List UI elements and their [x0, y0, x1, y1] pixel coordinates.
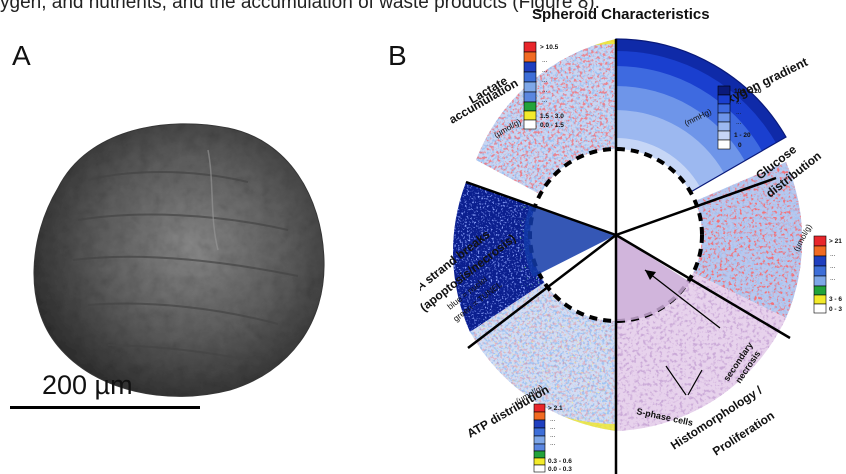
figure-title: Spheroid Characteristics [532, 6, 710, 23]
legend-oxygen-dots-1: ... [736, 99, 742, 106]
panel-b-label: B [388, 40, 407, 71]
legend-lactate-dots-1: ... [542, 57, 548, 64]
spheroid-diagram: Oxygen gradient (mmHg) Lactate accumulat… [420, 38, 842, 474]
legend-atp-dots-2: ... [550, 424, 556, 431]
legend-lactate: > 10.5 ... ... ... ... ... 1.5 - 3.0 0.0… [523, 41, 564, 130]
legend-atp-dots-1: ... [550, 416, 556, 423]
legend-glucose-dots-3: ... [830, 275, 836, 282]
legend-oxygen-low: 1 - 20 [734, 132, 751, 139]
legend-lactate-dots-2: ... [542, 67, 548, 74]
scale-bar [10, 406, 200, 409]
legend-lactate-dots-3: ... [542, 77, 548, 84]
legend-lactate-mid: 1.5 - 3.0 [540, 113, 564, 120]
legend-lactate-dots-4: ... [542, 87, 548, 94]
legend-glucose-dots-2: ... [830, 263, 836, 270]
necrosis-arrow [644, 269, 721, 329]
panel-a-label: A [12, 40, 31, 71]
legend-oxygen-top: 101 - 120 [734, 88, 762, 95]
sphase-arrow-1 [665, 365, 687, 396]
legend-lactate-dots-5: ... [542, 97, 548, 104]
sector-dividers [465, 39, 791, 474]
legend-atp-dots-4: ... [550, 440, 556, 447]
legend-lactate-low: 0.0 - 1.5 [540, 122, 564, 129]
legend-oxygen-zero: 0 [738, 142, 742, 149]
legend-atp: > 2.1 ... ... ... ... 0.3 - 0.6 0.0 - 0.… [533, 403, 572, 473]
legend-glucose-dots-1: ... [830, 251, 836, 258]
legend-atp-mid: 0.3 - 0.6 [548, 458, 572, 465]
spheroid-sem-image [33, 123, 325, 397]
legend-oxygen-dots-3: ... [736, 119, 742, 126]
legend-glucose-mid: 3 - 6 [829, 296, 842, 303]
legend-glucose-top: > 21 [829, 238, 842, 245]
legend-atp-low: 0.0 - 0.3 [548, 466, 572, 473]
legend-atp-dots-3: ... [550, 432, 556, 439]
legend-oxygen-dots-2: ... [736, 109, 742, 116]
legend-atp-top: > 2.1 [548, 405, 563, 412]
legend-lactate-top: > 10.5 [540, 44, 559, 51]
scale-bar-label: 200 µm [42, 370, 133, 400]
legend-glucose-low: 0 - 3 [829, 306, 842, 313]
legend-glucose: > 21 ... ... ... 3 - 6 0 - 3 [813, 235, 842, 314]
sphase-arrow-2 [687, 369, 703, 396]
caption-fragment: ygen, and nutrients, and the accumulatio… [0, 0, 600, 13]
legend-oxygen: 101 - 120 ... ... ... 1 - 20 0 [717, 85, 762, 150]
